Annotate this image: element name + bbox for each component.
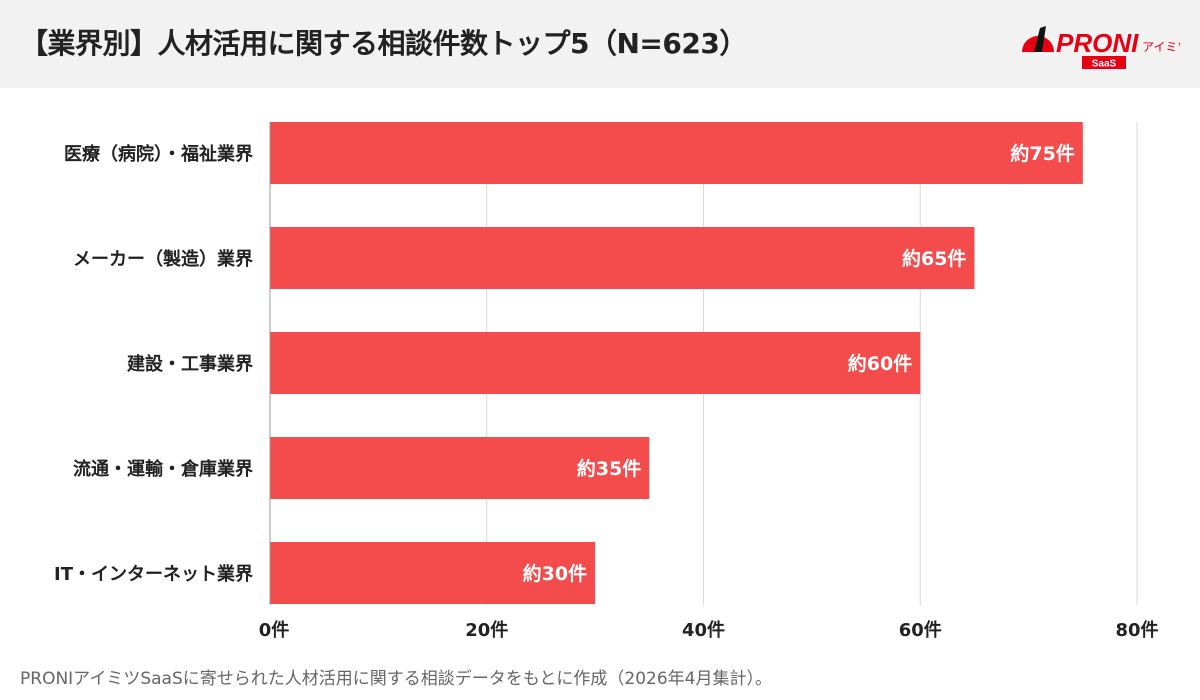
data-label: 約75件 xyxy=(1010,142,1074,165)
category-label: 医療（病院）・福祉業界 xyxy=(64,143,253,165)
category-label: 流通・運輸・倉庫業界 xyxy=(73,458,253,480)
category-label: IT・インターネット業界 xyxy=(54,563,253,585)
source-note: PRONIアイミツSaaSに寄せられた人材活用に関する相談データをもとに作成（2… xyxy=(20,669,772,689)
chart-title: 【業界別】人材活用に関する相談件数トップ5（N=623） xyxy=(20,27,747,60)
x-tick-label: 0件 xyxy=(259,619,290,641)
svg-text:アイミツ: アイミツ xyxy=(1142,40,1180,54)
x-tick-label: 20件 xyxy=(465,619,508,641)
bar xyxy=(270,122,1083,184)
bar xyxy=(270,437,650,499)
header: 【業界別】人材活用に関する相談件数トップ5（N=623） PRONI アイミツ … xyxy=(0,0,1200,88)
x-tick-label: 40件 xyxy=(682,619,725,641)
proni-logo: PRONI アイミツ SaaS xyxy=(1022,26,1180,70)
x-tick-label: 60件 xyxy=(899,619,942,641)
svg-text:PRONI: PRONI xyxy=(1056,28,1139,58)
bar xyxy=(270,332,921,394)
data-label: 約65件 xyxy=(902,247,966,270)
x-tick-label: 80件 xyxy=(1115,619,1158,641)
category-label: 建設・工事業界 xyxy=(127,353,253,375)
category-label: メーカー（製造）業界 xyxy=(73,248,253,270)
data-label: 約60件 xyxy=(848,352,912,375)
bar xyxy=(270,227,975,289)
data-label: 約35件 xyxy=(577,457,641,480)
svg-text:SaaS: SaaS xyxy=(1092,59,1117,70)
bar xyxy=(270,542,596,604)
data-label: 約30件 xyxy=(523,562,587,585)
